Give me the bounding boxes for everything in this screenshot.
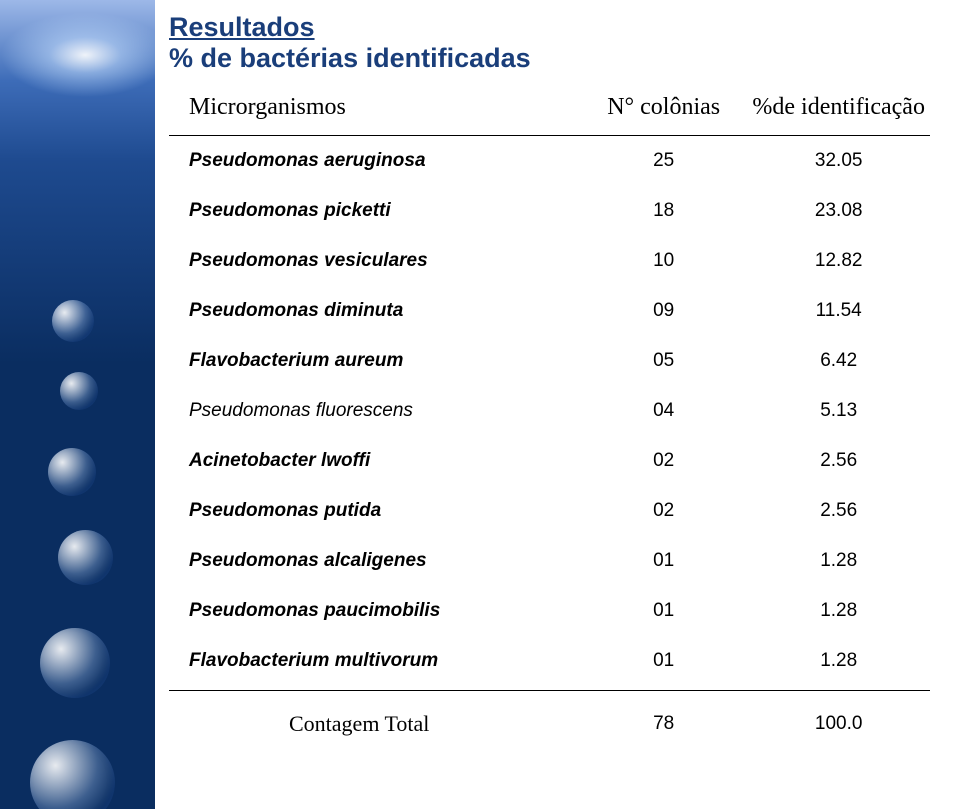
cell-pct: 1.28: [747, 536, 930, 586]
total-label: Contagem Total: [169, 691, 580, 752]
cell-name: Pseudomonas putida: [169, 486, 580, 536]
cell-n: 10: [580, 236, 747, 286]
col-microrganismos: Microrganismos: [169, 84, 580, 136]
water-sidebar: [0, 0, 155, 809]
cell-name: Pseudomonas diminuta: [169, 286, 580, 336]
cell-pct: 6.42: [747, 336, 930, 386]
splash-graphic: [0, 0, 155, 220]
cell-pct: 23.08: [747, 186, 930, 236]
table-total-row: Contagem Total78100.0: [169, 691, 930, 752]
cell-n: 01: [580, 636, 747, 691]
cell-n: 18: [580, 186, 747, 236]
cell-n: 02: [580, 486, 747, 536]
results-table: Microrganismos N° colônias %de identific…: [169, 84, 930, 751]
bubble: [30, 740, 115, 809]
table-row: Pseudomonas diminuta0911.54: [169, 286, 930, 336]
table-row: Pseudomonas aeruginosa2532.05: [169, 136, 930, 187]
cell-n: 04: [580, 386, 747, 436]
table-row: Pseudomonas vesiculares1012.82: [169, 236, 930, 286]
cell-pct: 12.82: [747, 236, 930, 286]
bubble: [48, 448, 96, 496]
heading-line1: Resultados: [169, 12, 930, 43]
cell-pct: 11.54: [747, 286, 930, 336]
cell-pct: 2.56: [747, 486, 930, 536]
table-row: Pseudomonas picketti1823.08: [169, 186, 930, 236]
table-row: Pseudomonas alcaligenes011.28: [169, 536, 930, 586]
cell-pct: 1.28: [747, 636, 930, 691]
total-pct: 100.0: [747, 691, 930, 752]
bubble: [52, 300, 94, 342]
col-pct: %de identificação: [747, 84, 930, 136]
cell-pct: 32.05: [747, 136, 930, 187]
slide-content: Resultados % de bactérias identificadas …: [155, 0, 960, 809]
cell-n: 05: [580, 336, 747, 386]
table-row: Flavobacterium multivorum011.28: [169, 636, 930, 691]
table-row: Acinetobacter lwoffi022.56: [169, 436, 930, 486]
cell-name: Pseudomonas alcaligenes: [169, 536, 580, 586]
cell-name: Acinetobacter lwoffi: [169, 436, 580, 486]
table-row: Flavobacterium aureum056.42: [169, 336, 930, 386]
bubble: [58, 530, 113, 585]
col-n-colonias: N° colônias: [580, 84, 747, 136]
cell-n: 02: [580, 436, 747, 486]
cell-name: Flavobacterium multivorum: [169, 636, 580, 691]
bubble: [60, 372, 98, 410]
cell-pct: 1.28: [747, 586, 930, 636]
bubble: [40, 628, 110, 698]
cell-name: Pseudomonas paucimobilis: [169, 586, 580, 636]
table-row: Pseudomonas paucimobilis011.28: [169, 586, 930, 636]
cell-name: Pseudomonas vesiculares: [169, 236, 580, 286]
heading-line2: % de bactérias identificadas: [169, 43, 930, 74]
table-row: Pseudomonas fluorescens045.13: [169, 386, 930, 436]
cell-name: Pseudomonas aeruginosa: [169, 136, 580, 187]
cell-name: Pseudomonas fluorescens: [169, 386, 580, 436]
table-row: Pseudomonas putida022.56: [169, 486, 930, 536]
cell-name: Flavobacterium aureum: [169, 336, 580, 386]
cell-name: Pseudomonas picketti: [169, 186, 580, 236]
cell-n: 01: [580, 586, 747, 636]
cell-pct: 2.56: [747, 436, 930, 486]
cell-n: 25: [580, 136, 747, 187]
total-n: 78: [580, 691, 747, 752]
cell-n: 01: [580, 536, 747, 586]
cell-pct: 5.13: [747, 386, 930, 436]
table-header-row: Microrganismos N° colônias %de identific…: [169, 84, 930, 136]
cell-n: 09: [580, 286, 747, 336]
